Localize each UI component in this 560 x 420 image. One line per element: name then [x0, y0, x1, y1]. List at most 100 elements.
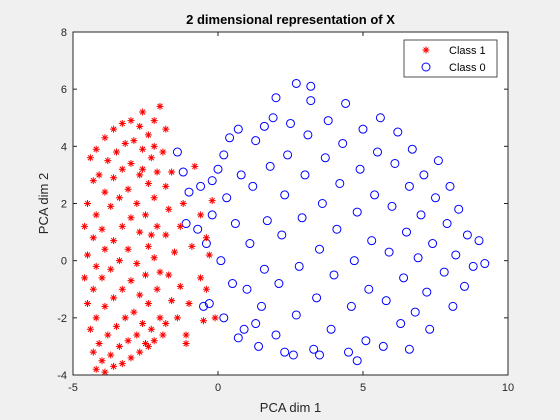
- data-point: [84, 251, 91, 259]
- legend-marker-class-0: [421, 62, 431, 72]
- data-point: [127, 117, 135, 125]
- data-point: [205, 251, 213, 259]
- data-point: [110, 125, 118, 133]
- data-point: [124, 185, 132, 193]
- data-point: [283, 150, 293, 160]
- data-point: [219, 313, 229, 323]
- data-point: [367, 236, 377, 246]
- data-point: [162, 182, 170, 190]
- data-point: [110, 174, 118, 182]
- data-point: [280, 190, 290, 200]
- data-point: [127, 214, 135, 222]
- data-point: [144, 300, 152, 308]
- data-point: [147, 325, 155, 333]
- data-point: [251, 319, 261, 329]
- data-point: [176, 222, 184, 230]
- data-point: [156, 314, 164, 322]
- data-point: [110, 294, 118, 302]
- data-point: [104, 157, 112, 165]
- data-point: [245, 239, 255, 249]
- data-point: [306, 96, 316, 106]
- data-point: [306, 81, 316, 91]
- data-point: [451, 250, 461, 260]
- data-point: [118, 165, 126, 173]
- data-point: [332, 224, 342, 234]
- data-point: [248, 181, 258, 191]
- data-point: [312, 293, 322, 303]
- data-point: [127, 159, 135, 167]
- data-point: [419, 170, 429, 180]
- data-point: [159, 148, 167, 156]
- data-point: [113, 148, 120, 156]
- legend-box: [403, 39, 498, 78]
- data-point: [317, 199, 327, 208]
- data-point: [196, 181, 206, 191]
- data-point: [150, 337, 158, 345]
- x-axis-label: PCA dim 1: [260, 400, 321, 415]
- data-point: [416, 210, 426, 220]
- data-point: [384, 247, 394, 257]
- data-point: [199, 301, 208, 311]
- data-point: [153, 168, 161, 176]
- data-point: [268, 113, 278, 123]
- data-point: [399, 273, 409, 283]
- data-point: [390, 158, 400, 168]
- data-point: [213, 164, 223, 174]
- legend-marker-class-1: [422, 46, 430, 54]
- data-point: [98, 357, 106, 365]
- y-axis-label: PCA dim 2: [36, 173, 51, 234]
- data-point: [150, 194, 158, 202]
- data-point: [136, 348, 144, 356]
- data-point: [144, 342, 152, 350]
- data-point: [168, 297, 176, 305]
- data-point: [404, 181, 414, 191]
- data-point: [219, 150, 229, 160]
- data-point: [271, 93, 281, 103]
- data-point: [474, 236, 484, 246]
- data-point: [197, 211, 205, 219]
- data-point: [349, 256, 359, 266]
- data-point: [171, 248, 178, 256]
- data-point: [144, 242, 152, 250]
- data-point: [98, 274, 106, 282]
- data-point: [378, 341, 388, 351]
- data-point: [124, 337, 132, 345]
- data-point: [92, 314, 100, 322]
- data-point: [110, 237, 118, 245]
- data-point: [147, 154, 155, 162]
- data-point: [150, 142, 158, 150]
- data-point: [407, 144, 417, 154]
- data-point: [297, 213, 307, 223]
- data-point: [104, 331, 112, 339]
- data-point: [162, 125, 170, 133]
- data-point: [136, 291, 144, 299]
- data-point: [274, 279, 284, 289]
- data-point: [271, 330, 281, 340]
- data-point: [92, 262, 100, 270]
- data-point: [118, 222, 126, 230]
- data-point: [89, 285, 97, 293]
- plot-area: [73, 32, 508, 375]
- y-tick-label: 4: [61, 141, 67, 153]
- data-point: [142, 340, 149, 348]
- data-point: [95, 340, 103, 348]
- data-point: [127, 277, 135, 285]
- data-point: [329, 270, 339, 280]
- data-point: [133, 260, 141, 268]
- data-point: [200, 317, 207, 325]
- data-point: [159, 331, 167, 339]
- data-point: [208, 197, 216, 205]
- data-point: [84, 300, 91, 308]
- data-point: [346, 301, 356, 311]
- series-class-0: [172, 78, 490, 366]
- data-point: [144, 131, 152, 139]
- y-tick-label: 0: [61, 256, 67, 268]
- data-point: [89, 177, 97, 185]
- data-point: [370, 190, 380, 200]
- data-point: [113, 322, 120, 330]
- data-point: [139, 108, 147, 116]
- data-point: [233, 124, 243, 134]
- data-point: [193, 224, 203, 234]
- data-point: [92, 365, 100, 373]
